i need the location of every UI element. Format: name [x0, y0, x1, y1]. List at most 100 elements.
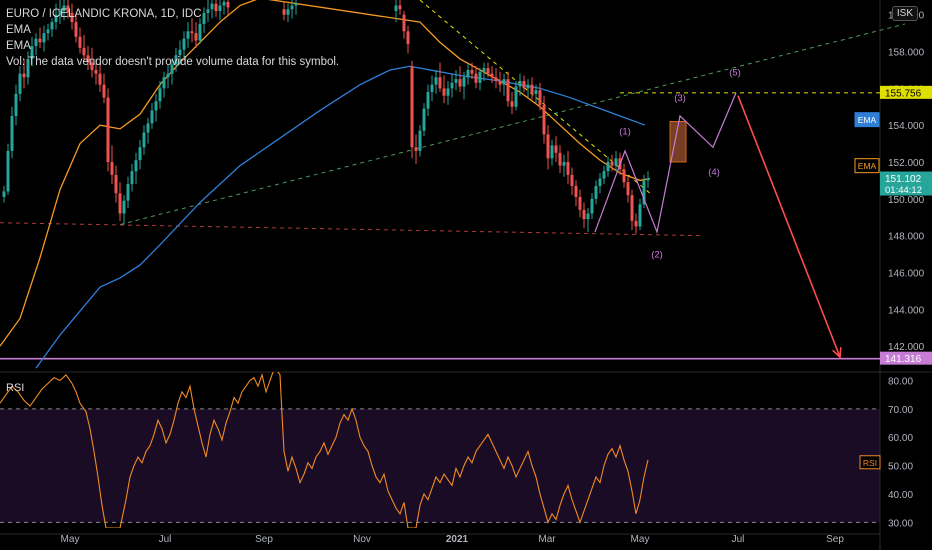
candle-body [102, 84, 106, 98]
rsi-band-fill [0, 408, 880, 523]
candle-body [90, 62, 94, 70]
price-label-3: 141.316 [885, 354, 922, 365]
candle-body [598, 178, 602, 186]
candle-body [442, 88, 446, 96]
candle-body [214, 3, 218, 12]
candle-body [478, 71, 482, 83]
countdown-label: 01:44:12 [885, 185, 922, 196]
candle-body [590, 198, 594, 214]
candle-body [78, 36, 82, 48]
time-tick-label: 2021 [446, 534, 469, 545]
candle-body [290, 5, 294, 10]
candle-body [286, 9, 290, 15]
candle-body [582, 209, 586, 220]
wave-label-1: (1) [619, 126, 631, 137]
candle-body [14, 93, 18, 116]
candle-body [546, 134, 550, 159]
indicator-volume[interactable]: Vol: The data vendor doesn't provide vol… [6, 56, 340, 68]
candle-body [450, 82, 454, 89]
candle-body [406, 31, 410, 45]
candle-body [486, 68, 490, 74]
projection-box [669, 120, 687, 163]
candle-body [110, 161, 114, 175]
candle-body [166, 73, 170, 78]
rsi-line [0, 372, 649, 528]
candle-body [430, 84, 434, 93]
ema-tag-1: EMA [858, 115, 877, 125]
candle-body [10, 115, 14, 151]
indicator-ema-1[interactable]: EMA [6, 24, 31, 36]
ema-tag-box [854, 112, 880, 128]
indicator-ema-2[interactable]: EMA [6, 40, 31, 52]
candle-body [606, 161, 610, 172]
price-tick-label: 146.000 [888, 268, 925, 279]
elliott-wave-path [594, 92, 737, 235]
ema-short-line [0, 0, 651, 347]
candle-body [202, 12, 206, 24]
target-arrow-line [737, 95, 841, 358]
candle-body [522, 80, 526, 89]
rsi-tick-label: 40.00 [888, 490, 913, 501]
candle-body [74, 22, 78, 37]
price-tick-label: 152.000 [888, 158, 925, 169]
currency-badge[interactable]: ISK [891, 6, 918, 21]
time-tick-label: Mar [538, 534, 556, 545]
candle-body [638, 204, 642, 227]
candle-body [602, 171, 606, 179]
candle-body [98, 73, 102, 85]
candle-body [642, 180, 646, 205]
candle-body [426, 92, 430, 109]
candle-body [122, 200, 126, 214]
candle-body [206, 9, 210, 13]
candle-body [38, 38, 42, 43]
candle-body [226, 1, 230, 8]
candle-body [138, 147, 142, 161]
candle-body [586, 213, 590, 220]
candle-body [434, 77, 438, 85]
candle-body [454, 79, 458, 83]
candle-body [30, 46, 34, 59]
candle-body [594, 185, 598, 199]
candle-body [6, 150, 10, 192]
candle-body [498, 80, 502, 85]
candle-body [474, 73, 478, 83]
candle-body [506, 79, 510, 102]
candle-body [2, 191, 6, 197]
candle-body [58, 11, 62, 15]
candle-body [210, 3, 214, 10]
candle-body [66, 5, 70, 13]
candle-body [562, 161, 566, 166]
candle-body [22, 73, 26, 78]
candle-body [150, 110, 154, 124]
ema-long-line [35, 65, 646, 369]
target-arrowhead [832, 347, 842, 359]
candle-body [542, 104, 546, 135]
candle-body [466, 69, 470, 78]
candle-body [458, 79, 462, 87]
price-label-box [880, 351, 932, 365]
rsi-tick-label: 80.00 [888, 377, 913, 388]
ema-tag-2: EMA [858, 161, 877, 171]
candle-body [630, 195, 634, 221]
candle-body [470, 69, 474, 74]
candle-body [534, 90, 538, 94]
candle-body [130, 171, 134, 185]
wave-label-5: (5) [729, 67, 741, 78]
candle-body [482, 68, 486, 72]
candle-body [526, 84, 530, 89]
candle-body [574, 185, 578, 197]
rsi-tag: RSI [863, 458, 877, 468]
candle-body [530, 84, 534, 94]
candle-body [510, 101, 514, 107]
candle-body [446, 88, 450, 96]
candle-body [414, 147, 418, 151]
candle-body [622, 169, 626, 183]
candle-body [438, 77, 442, 89]
candle-body [626, 182, 630, 196]
price-tick-label: 154.000 [888, 121, 925, 132]
time-tick-label: Sep [826, 534, 844, 545]
candle-body [70, 12, 74, 23]
candle-body [106, 97, 110, 162]
candle-body [410, 66, 414, 148]
